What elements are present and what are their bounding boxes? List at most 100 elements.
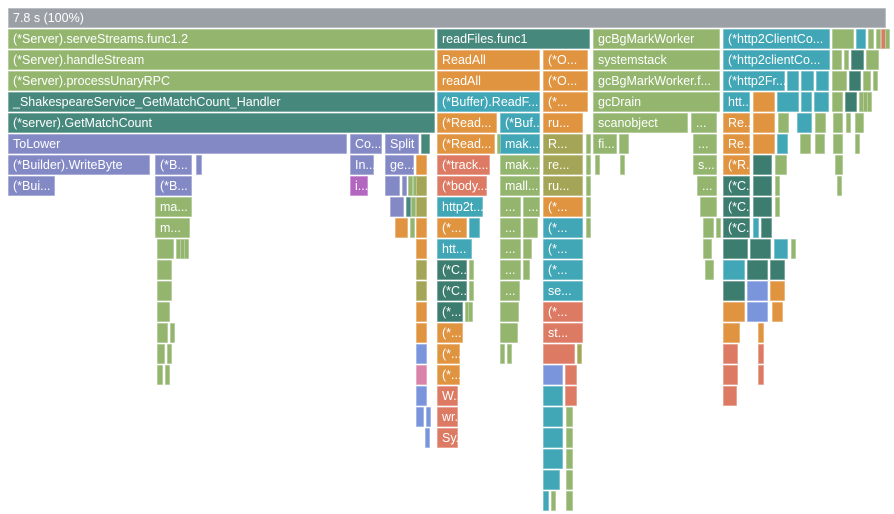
frame-block[interactable] (425, 428, 430, 448)
frame-block[interactable] (507, 344, 512, 364)
frame-block[interactable] (863, 92, 868, 112)
frame-sy[interactable]: Sy... (437, 428, 458, 448)
frame-block[interactable] (859, 92, 864, 112)
frame-block[interactable] (500, 344, 505, 364)
frame-block[interactable] (868, 29, 874, 49)
frame-block[interactable] (835, 155, 843, 175)
frame-block[interactable] (416, 239, 427, 259)
frame-block[interactable] (844, 50, 849, 70)
frame-block[interactable] (543, 428, 563, 448)
frame-block[interactable]: (*... (437, 218, 467, 238)
frame-block[interactable] (167, 344, 172, 364)
frame-http2clientco[interactable]: (*http2ClientCo... (723, 29, 830, 49)
frame-o[interactable]: (*O... (543, 71, 588, 91)
frame-re[interactable]: Re... (723, 134, 750, 154)
frame-block[interactable] (753, 176, 772, 196)
frame-bui[interactable]: (*Bui... (8, 176, 55, 196)
frame-block[interactable] (747, 281, 768, 301)
frame-block[interactable]: (*... (543, 260, 583, 280)
frame-block[interactable] (395, 218, 408, 238)
frame-block[interactable] (747, 260, 768, 280)
frame-block[interactable] (543, 449, 563, 469)
frame-server-handlestream[interactable]: (*Server).handleStream (8, 50, 435, 70)
frame-block[interactable] (421, 134, 430, 154)
frame-ge[interactable]: ge... (385, 155, 414, 175)
frame-block[interactable] (523, 239, 532, 259)
frame-block[interactable] (566, 428, 573, 448)
frame-block[interactable]: ... (693, 134, 717, 154)
frame-block[interactable] (543, 407, 563, 427)
frame-block[interactable] (416, 260, 427, 280)
frame-block[interactable] (723, 260, 745, 280)
frame-block[interactable] (543, 365, 563, 385)
frame-buf[interactable]: (*Buf... (500, 113, 540, 133)
frame-block[interactable] (408, 176, 413, 196)
frame-block[interactable] (758, 365, 764, 385)
frame-ma[interactable]: ma... (155, 197, 192, 217)
frame-systemstack[interactable]: systemstack (593, 50, 720, 70)
frame-block[interactable]: ... (697, 176, 717, 196)
frame-buffer-readf[interactable]: (*Buffer).ReadF... (437, 92, 540, 112)
frame-block[interactable] (497, 134, 502, 154)
frame-mak[interactable]: mak... (500, 134, 540, 154)
frame-block[interactable] (700, 197, 717, 217)
frame-server-servestreams-func1-2[interactable]: (*Server).serveStreams.func1.2 (8, 29, 435, 49)
frame-o[interactable]: (*O... (543, 50, 588, 70)
frame-block[interactable] (747, 302, 768, 322)
frame-block[interactable] (876, 29, 881, 49)
frame-m[interactable]: m... (155, 218, 190, 238)
frame-w[interactable]: W... (437, 386, 458, 406)
frame-block[interactable] (855, 134, 860, 154)
frame-server-processunaryrpc[interactable]: (*Server).processUnaryRPC (8, 71, 435, 91)
frame-c[interactable]: (*C... (437, 260, 467, 280)
frame-gcdrain[interactable]: gcDrain (593, 92, 720, 112)
frame-block[interactable] (753, 113, 775, 133)
frame-block[interactable]: ... (500, 281, 520, 301)
frame-block[interactable] (723, 344, 738, 364)
frame-block[interactable] (815, 113, 826, 133)
frame-readfiles-func1[interactable]: readFiles.func1 (437, 29, 590, 49)
frame-block[interactable] (406, 197, 411, 217)
frame-co[interactable]: Co... (350, 134, 382, 154)
frame-block[interactable] (157, 281, 172, 301)
frame-block[interactable] (586, 155, 591, 175)
frame-block[interactable] (797, 113, 812, 133)
frame-block[interactable] (885, 29, 890, 49)
frame-block[interactable] (402, 176, 407, 196)
frame-block[interactable] (800, 134, 811, 154)
frame-block[interactable] (753, 197, 772, 217)
frame-block[interactable] (180, 239, 185, 259)
frame-readall[interactable]: readAll (437, 71, 540, 91)
frame-block[interactable] (157, 239, 174, 259)
frame-i[interactable]: i... (350, 176, 368, 196)
frame-block[interactable] (165, 365, 170, 385)
frame-block[interactable] (723, 386, 737, 406)
frame-block[interactable] (390, 197, 404, 217)
frame-block[interactable] (758, 344, 764, 364)
frame-block[interactable] (846, 113, 851, 133)
frame-b[interactable]: (*B... (155, 155, 192, 175)
frame-block[interactable] (703, 239, 712, 259)
frame-split[interactable]: Split (385, 134, 419, 154)
frame-block[interactable] (416, 323, 427, 343)
frame-block[interactable] (723, 281, 745, 301)
frame-block[interactable] (791, 239, 796, 259)
frame-block[interactable] (523, 218, 538, 238)
frame-block[interactable] (855, 113, 864, 133)
frame-tolower[interactable]: ToLower (8, 134, 347, 154)
frame-body[interactable]: (*body... (437, 176, 487, 196)
frame-block[interactable] (816, 71, 829, 91)
frame-block[interactable] (410, 218, 415, 238)
frame-block[interactable] (833, 113, 843, 133)
frame-c[interactable]: (*C... (723, 218, 750, 238)
frame-r[interactable]: R... (543, 134, 583, 154)
frame-block[interactable] (543, 491, 549, 511)
frame-block[interactable] (753, 92, 775, 112)
frame-htt[interactable]: htt... (723, 92, 750, 112)
frame-block[interactable] (543, 470, 560, 490)
frame-block[interactable] (705, 260, 714, 280)
frame-block[interactable] (723, 302, 745, 322)
frame-block[interactable]: ... (500, 218, 521, 238)
frame-block[interactable] (469, 218, 480, 238)
frame-block[interactable] (551, 491, 556, 511)
